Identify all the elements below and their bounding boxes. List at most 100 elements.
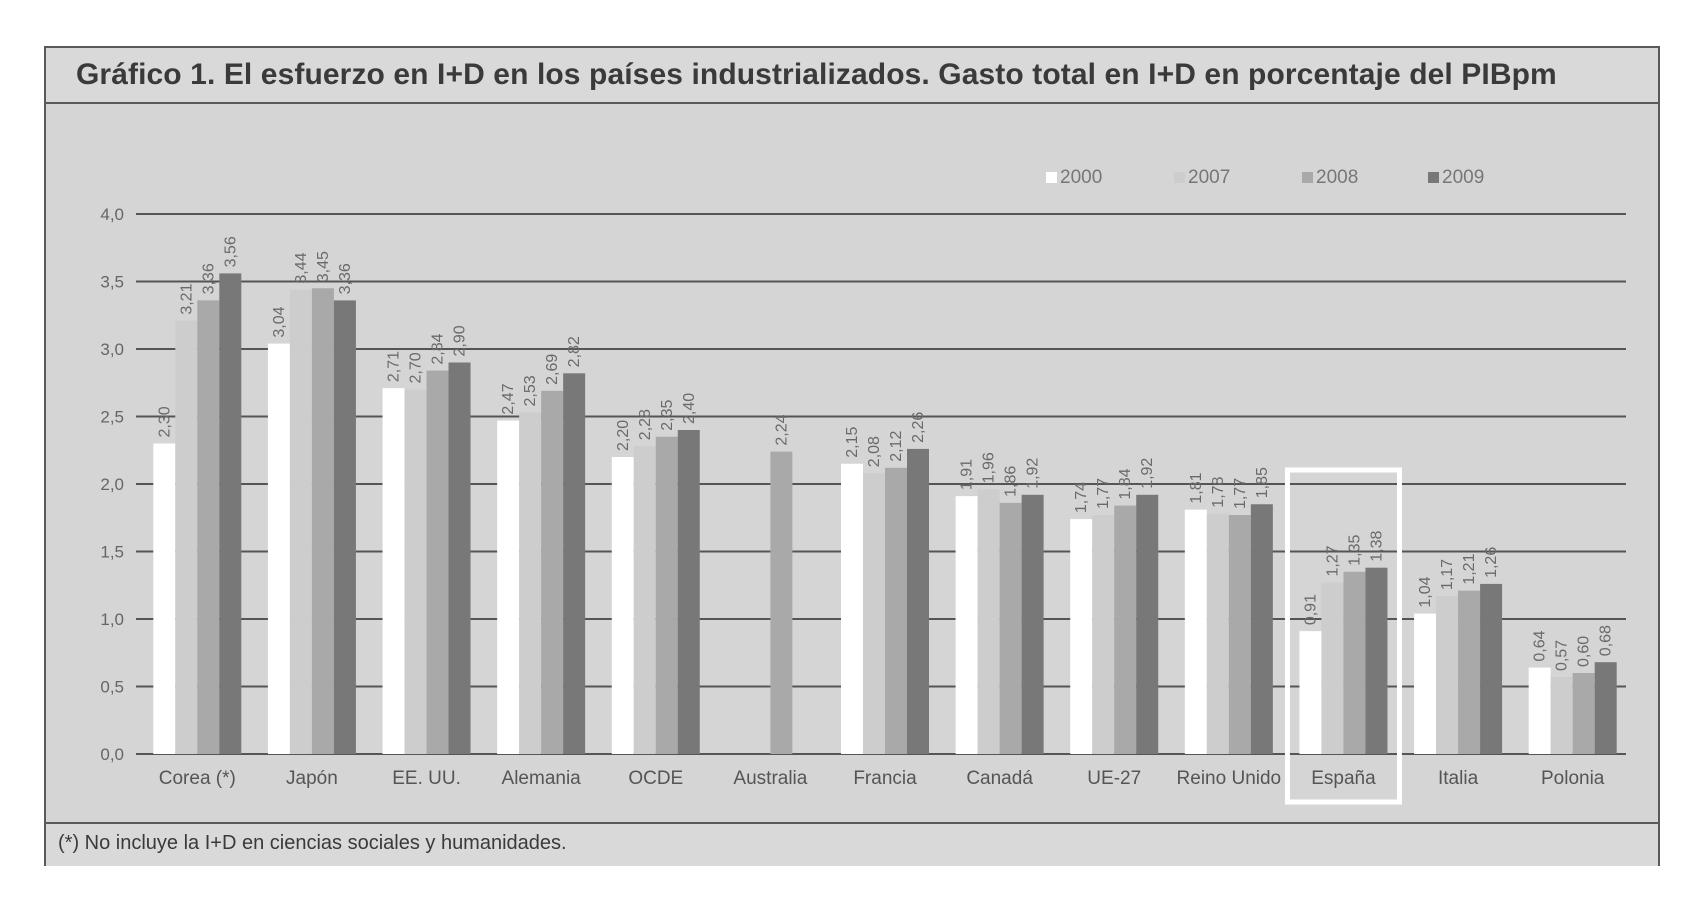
bar [541,390,564,754]
bar [1458,590,1481,754]
bar-chart: 0,0 0,5 1,0 1,5 2,0 2,5 3,0 3,5 4,0 2000 2007 2008 2… [100,167,1626,805]
y-tick-label: 3,0 [100,340,124,359]
legend-label: 2009 [1442,167,1484,188]
data-label: 1,04 [1417,576,1434,607]
data-label: 3,36 [337,263,354,294]
data-label: 1,78 [1210,476,1227,507]
bar [677,430,700,754]
bar [1594,662,1617,754]
y-tick-label: 2,5 [100,408,124,427]
category-label: EE. UU. [392,768,461,789]
data-label: 0,91 [1302,594,1319,625]
bar [153,443,176,754]
bar [1070,519,1093,754]
category-label: Italia [1438,768,1479,789]
data-label: 2,84 [430,333,447,364]
category-label: Canadá [966,768,1033,789]
data-label: 3,56 [222,236,239,267]
footnote: (*) No incluye la I+D en ciencias social… [58,832,567,854]
bar [333,300,356,754]
data-label: 2,26 [910,412,927,443]
y-tick-label: 2,0 [100,475,124,494]
category-label: Francia [853,768,917,789]
legend-swatch [1046,172,1057,183]
bar [563,373,586,754]
bar [1114,505,1137,754]
bar [1136,494,1159,754]
bar [267,343,290,754]
data-label: 1,86 [1003,466,1020,497]
bar [633,446,656,754]
plot-area: 0,0 0,5 1,0 1,5 2,0 2,5 3,0 3,5 4,0 2000 2007 2008 2… [46,104,1658,822]
data-label: 1,92 [1139,458,1156,489]
category-label: Polonia [1541,768,1605,789]
bar [1528,667,1551,754]
bar [1436,596,1459,754]
bar [289,289,312,754]
data-label: 0,60 [1576,636,1593,667]
data-label: 1,85 [1254,467,1271,498]
bar [1092,515,1115,754]
data-label: 2,20 [615,420,632,451]
data-label: 0,64 [1532,630,1549,661]
data-label: 3,44 [293,252,310,283]
bar [955,496,978,754]
bar [1550,677,1573,754]
data-label: 1,38 [1368,530,1385,561]
bar [519,412,542,754]
data-label: 1,17 [1439,559,1456,590]
data-label: 1,91 [959,459,976,490]
bar [611,457,634,754]
legend-label: 2000 [1060,167,1102,188]
data-label: 2,47 [500,383,517,414]
data-label: 2,28 [637,409,654,440]
data-label: 1,35 [1346,535,1363,566]
legend-swatch [1174,172,1185,183]
bar [1021,494,1044,754]
category-label: España [1311,768,1376,789]
data-label: 1,77 [1095,478,1112,509]
data-label: 2,24 [773,414,790,445]
bar [311,288,334,754]
footnote-bar: (*) No incluye la I+D en ciencias social… [46,822,1658,866]
bar [197,300,220,754]
data-label: 3,21 [178,283,195,314]
data-label: 1,26 [1483,547,1500,578]
bar [1184,509,1207,754]
bar [219,273,242,754]
legend-swatch [1302,172,1313,183]
y-tick-label: 1,5 [100,543,124,562]
data-label: 2,12 [888,431,905,462]
data-label: 2,53 [522,375,539,406]
category-label: Alemania [502,768,582,789]
bar [863,473,885,754]
category-label: UE-27 [1087,768,1141,789]
category-label: Reino Unido [1177,768,1282,789]
bar [977,489,1000,754]
data-label: 2,70 [408,352,425,383]
bar [1572,673,1595,754]
legend-swatch [1428,172,1439,183]
data-label: 3,04 [271,306,288,337]
y-tick-label: 0,0 [100,745,124,764]
bar [1228,515,1251,754]
bar [175,320,198,754]
data-label: 3,36 [200,263,217,294]
data-label: 2,40 [681,393,698,424]
bar [841,463,863,754]
y-tick-label: 0,5 [100,678,124,697]
bar [1480,583,1503,754]
highlight-box [1284,467,1402,805]
category-label: Australia [733,768,807,789]
legend-label: 2008 [1316,167,1358,188]
bar [1343,571,1366,754]
legend-label: 2007 [1188,167,1230,188]
title-bar: Gráfico 1. El esfuerzo en I+D en los paí… [46,48,1658,104]
bar [907,448,929,754]
bar [770,451,793,754]
bar [404,389,427,754]
data-label: 1,74 [1073,482,1090,513]
data-label: 2,69 [544,354,561,385]
data-label: 2,82 [566,336,583,367]
category-label: Japón [286,768,338,789]
